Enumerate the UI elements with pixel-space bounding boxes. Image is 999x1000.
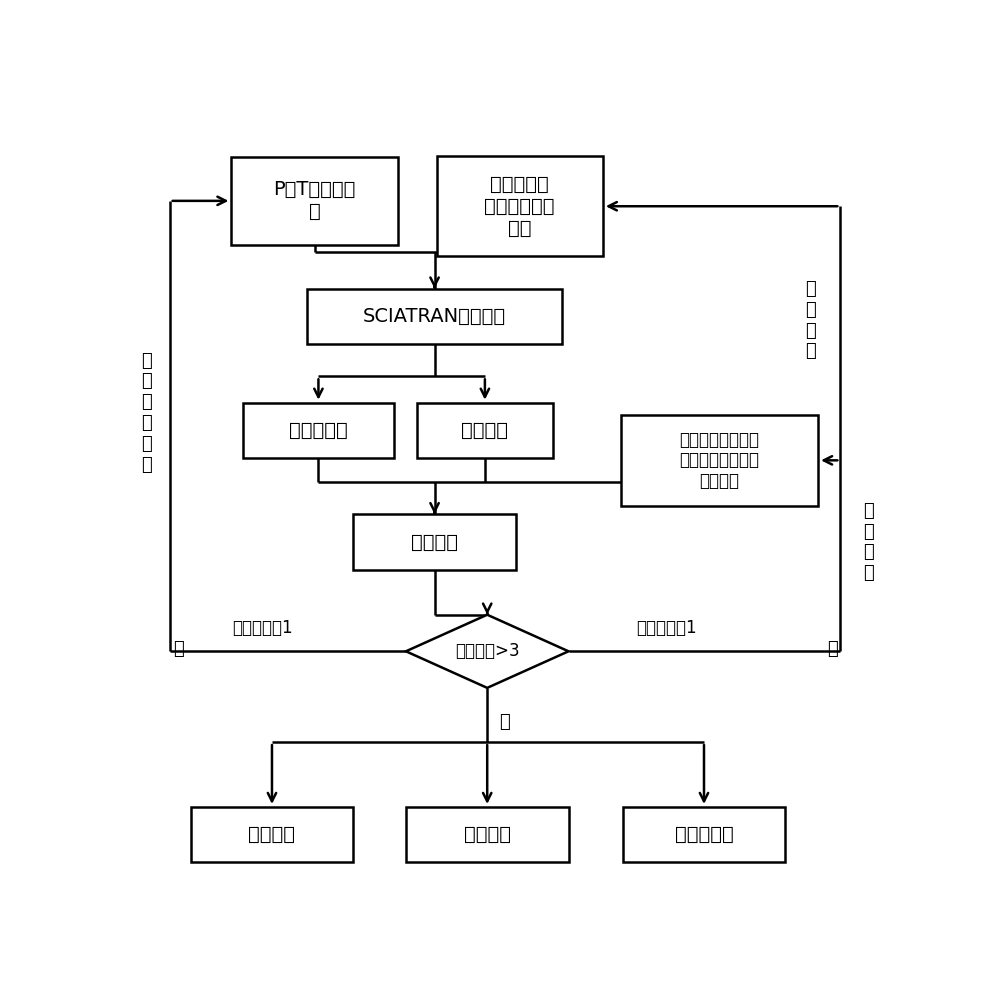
Text: 是: 是 [499, 713, 509, 731]
Text: 否: 否 [173, 640, 184, 658]
FancyBboxPatch shape [622, 807, 785, 862]
Text: 先验廓线、先验协
方差矩阵、观测协
方差矩阵: 先验廓线、先验协 方差矩阵、观测协 方差矩阵 [679, 431, 759, 490]
Text: 修
改
温
度: 修 改 温 度 [863, 502, 873, 582]
Text: 校正后切高: 校正后切高 [674, 825, 733, 844]
Text: 卫星观测时
间，经纬度，
切高: 卫星观测时 间，经纬度， 切高 [485, 175, 555, 238]
FancyBboxPatch shape [307, 289, 562, 344]
FancyBboxPatch shape [437, 156, 603, 256]
Text: 卫星模拟值: 卫星模拟值 [289, 421, 348, 440]
Text: 修
改
切
高: 修 改 切 高 [804, 280, 815, 360]
Text: 迭代次数加1: 迭代次数加1 [636, 619, 697, 637]
Text: 否: 否 [827, 640, 838, 658]
FancyBboxPatch shape [232, 157, 398, 245]
Text: P，T，大气成
分: P，T，大气成 分 [274, 180, 356, 221]
FancyBboxPatch shape [406, 807, 568, 862]
Text: 修
改
温
度
压
强: 修 改 温 度 压 强 [141, 352, 152, 474]
FancyBboxPatch shape [620, 415, 818, 506]
FancyBboxPatch shape [354, 514, 515, 570]
Text: 温度廓线: 温度廓线 [411, 532, 459, 551]
FancyBboxPatch shape [191, 807, 354, 862]
Text: 温度廓线: 温度廓线 [249, 825, 296, 844]
FancyBboxPatch shape [243, 403, 394, 458]
Text: 压强廓线: 压强廓线 [464, 825, 510, 844]
Text: 迭代次数加1: 迭代次数加1 [233, 619, 293, 637]
Text: 权重函数: 权重函数 [462, 421, 508, 440]
Text: SCIATRAN正向模型: SCIATRAN正向模型 [363, 307, 506, 326]
Polygon shape [406, 615, 568, 688]
Text: 迭代次数>3: 迭代次数>3 [455, 642, 519, 660]
FancyBboxPatch shape [418, 403, 552, 458]
